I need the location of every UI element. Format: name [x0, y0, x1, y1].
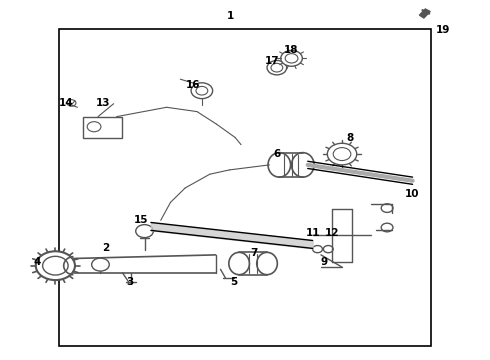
Text: 5: 5: [231, 276, 238, 287]
Ellipse shape: [229, 252, 249, 275]
Circle shape: [271, 63, 283, 72]
Ellipse shape: [292, 153, 314, 177]
Text: 9: 9: [321, 257, 328, 267]
Circle shape: [281, 50, 302, 66]
Text: 11: 11: [305, 228, 320, 238]
Text: 19: 19: [436, 24, 451, 35]
Text: 10: 10: [404, 189, 419, 199]
Circle shape: [136, 225, 153, 238]
Text: 7: 7: [250, 248, 258, 258]
Circle shape: [92, 258, 109, 271]
Text: 15: 15: [134, 215, 148, 225]
Ellipse shape: [268, 153, 291, 177]
Polygon shape: [419, 9, 430, 18]
Circle shape: [285, 54, 298, 63]
Bar: [59, 29, 431, 346]
Circle shape: [323, 246, 333, 253]
Text: 16: 16: [186, 80, 201, 90]
Text: 4: 4: [33, 257, 41, 267]
Circle shape: [313, 246, 322, 253]
Text: 14: 14: [59, 98, 74, 108]
Circle shape: [196, 86, 208, 95]
Circle shape: [381, 204, 393, 212]
Text: 17: 17: [265, 56, 279, 66]
Text: 6: 6: [273, 149, 280, 159]
Bar: [83, 117, 122, 138]
Circle shape: [191, 83, 213, 99]
Circle shape: [333, 148, 351, 161]
Text: 12: 12: [325, 228, 340, 238]
Text: 13: 13: [96, 98, 110, 108]
Circle shape: [327, 143, 357, 165]
Text: 8: 8: [347, 132, 354, 143]
Text: 1: 1: [227, 11, 234, 21]
Circle shape: [381, 223, 393, 232]
Text: 18: 18: [284, 45, 299, 55]
Text: 2: 2: [102, 243, 109, 253]
Circle shape: [36, 251, 75, 280]
Circle shape: [267, 60, 287, 75]
Circle shape: [67, 100, 76, 106]
Text: 3: 3: [126, 276, 133, 287]
Circle shape: [87, 122, 101, 132]
Ellipse shape: [257, 252, 277, 275]
Circle shape: [43, 256, 68, 275]
